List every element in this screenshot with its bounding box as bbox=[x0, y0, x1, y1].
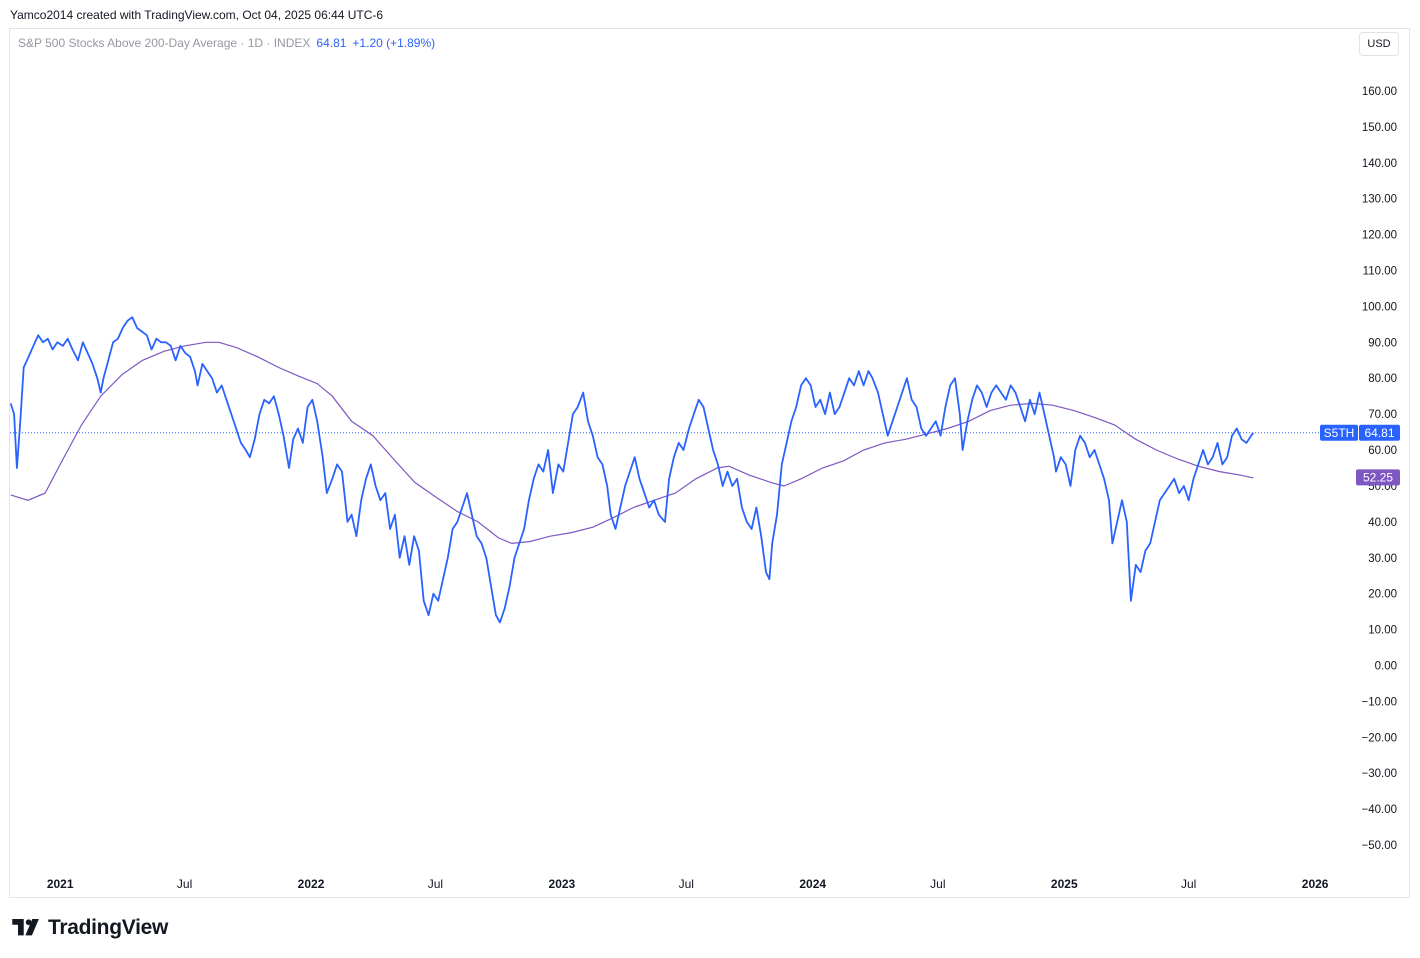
x-tick-label: Jul bbox=[930, 877, 945, 891]
y-tick-label: −10.00 bbox=[1362, 696, 1398, 708]
y-tick-label: 40.00 bbox=[1368, 517, 1397, 529]
y-tick-label: 60.00 bbox=[1368, 445, 1397, 457]
currency-button[interactable]: USD bbox=[1359, 32, 1399, 56]
y-tick-label: 160.00 bbox=[1362, 86, 1397, 98]
y-tick-label: 150.00 bbox=[1362, 122, 1397, 134]
series-line bbox=[9, 316, 1255, 624]
chart-legend[interactable]: S&P 500 Stocks Above 200-Day Average · 1… bbox=[18, 36, 435, 50]
chart-frame[interactable] bbox=[9, 28, 1410, 898]
tradingview-logo[interactable]: TradingView bbox=[12, 916, 168, 940]
y-tick-label: 140.00 bbox=[1362, 158, 1397, 170]
symbol-tag-label: S5TH bbox=[1324, 426, 1355, 440]
y-tick-label: 100.00 bbox=[1362, 301, 1397, 313]
price-axis[interactable]: 160.00 150.00 140.00 130.00 120.00 110.00 100.… bbox=[1362, 86, 1398, 852]
y-tick-label: 20.00 bbox=[1368, 589, 1397, 601]
ma-value-tag-label: 52.25 bbox=[1363, 470, 1393, 484]
x-tick-label: 2022 bbox=[298, 877, 325, 891]
x-tick-label: Jul bbox=[1181, 877, 1196, 891]
x-tick-label: 2025 bbox=[1051, 877, 1078, 891]
y-tick-label: 120.00 bbox=[1362, 230, 1397, 242]
y-tick-label: −50.00 bbox=[1362, 840, 1398, 852]
x-tick-label: Jul bbox=[679, 877, 694, 891]
y-tick-label: 0.00 bbox=[1375, 660, 1397, 672]
y-tick-label: 10.00 bbox=[1368, 625, 1397, 637]
x-tick-label: 2023 bbox=[549, 877, 576, 891]
x-tick-label: 2024 bbox=[799, 877, 826, 891]
x-tick-label: 2026 bbox=[1302, 877, 1329, 891]
y-tick-label: 70.00 bbox=[1368, 409, 1397, 421]
tradingview-logo-text: TradingView bbox=[48, 916, 169, 939]
last-value-tag bbox=[1359, 424, 1400, 441]
y-tick-label: −40.00 bbox=[1362, 804, 1398, 816]
last-value-tag-label: 64.81 bbox=[1364, 426, 1394, 440]
y-tick-label: 130.00 bbox=[1362, 194, 1397, 206]
chart-caption: Yamco2014 created with TradingView.com, … bbox=[10, 8, 384, 22]
symbol-description: S&P 500 Stocks Above 200-Day Average · 1… bbox=[18, 36, 311, 50]
legend-change: +1.20 (+1.89%) bbox=[352, 36, 436, 50]
time-axis[interactable]: 2021 Jul 2022 Jul 2023 Jul 2024 Jul 2025 Jul 2026 bbox=[47, 877, 1329, 891]
tradingview-logo-icon bbox=[12, 919, 39, 936]
ma-value-tag bbox=[1356, 469, 1400, 486]
y-tick-label: 110.00 bbox=[1363, 266, 1397, 278]
y-tick-label: 90.00 bbox=[1368, 337, 1397, 349]
y-tick-label: −30.00 bbox=[1362, 768, 1398, 780]
x-tick-label: Jul bbox=[428, 877, 443, 891]
moving-average-line bbox=[10, 341, 1254, 545]
legend-last-value: 64.81 bbox=[316, 36, 347, 50]
y-tick-label: −20.00 bbox=[1362, 732, 1398, 744]
y-tick-label: 80.00 bbox=[1368, 373, 1397, 385]
symbol-tag bbox=[1320, 424, 1358, 441]
y-tick-label: 30.00 bbox=[1368, 553, 1397, 565]
x-tick-label: 2021 bbox=[47, 877, 74, 891]
x-tick-label: Jul bbox=[177, 877, 192, 891]
